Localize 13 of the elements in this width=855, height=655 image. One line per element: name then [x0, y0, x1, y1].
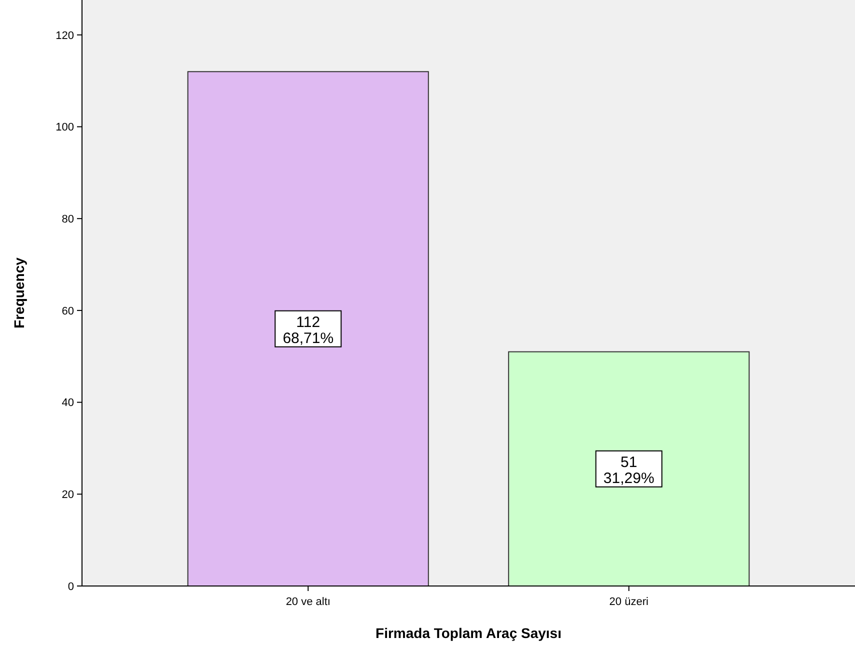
data-label: 51 31,29% — [603, 454, 654, 487]
y-tick-label: 120 — [56, 30, 74, 42]
y-axis-title: Frequency — [11, 257, 27, 328]
y-tick-label: 80 — [62, 213, 74, 226]
y-tick-label: 20 — [62, 489, 74, 501]
y-tick-label: 40 — [62, 397, 74, 410]
y-tick-label: 100 — [56, 122, 74, 134]
y-tick-label: 60 — [62, 305, 74, 318]
x-tick-label: 20 üzeri — [609, 596, 648, 608]
x-axis-title: Firmada Toplam Araç Sayısı — [376, 625, 562, 641]
x-tick-label: 20 ve altı — [286, 596, 330, 608]
data-label: 112 68,71% — [282, 314, 334, 347]
y-tick-label: 0 — [68, 580, 74, 593]
